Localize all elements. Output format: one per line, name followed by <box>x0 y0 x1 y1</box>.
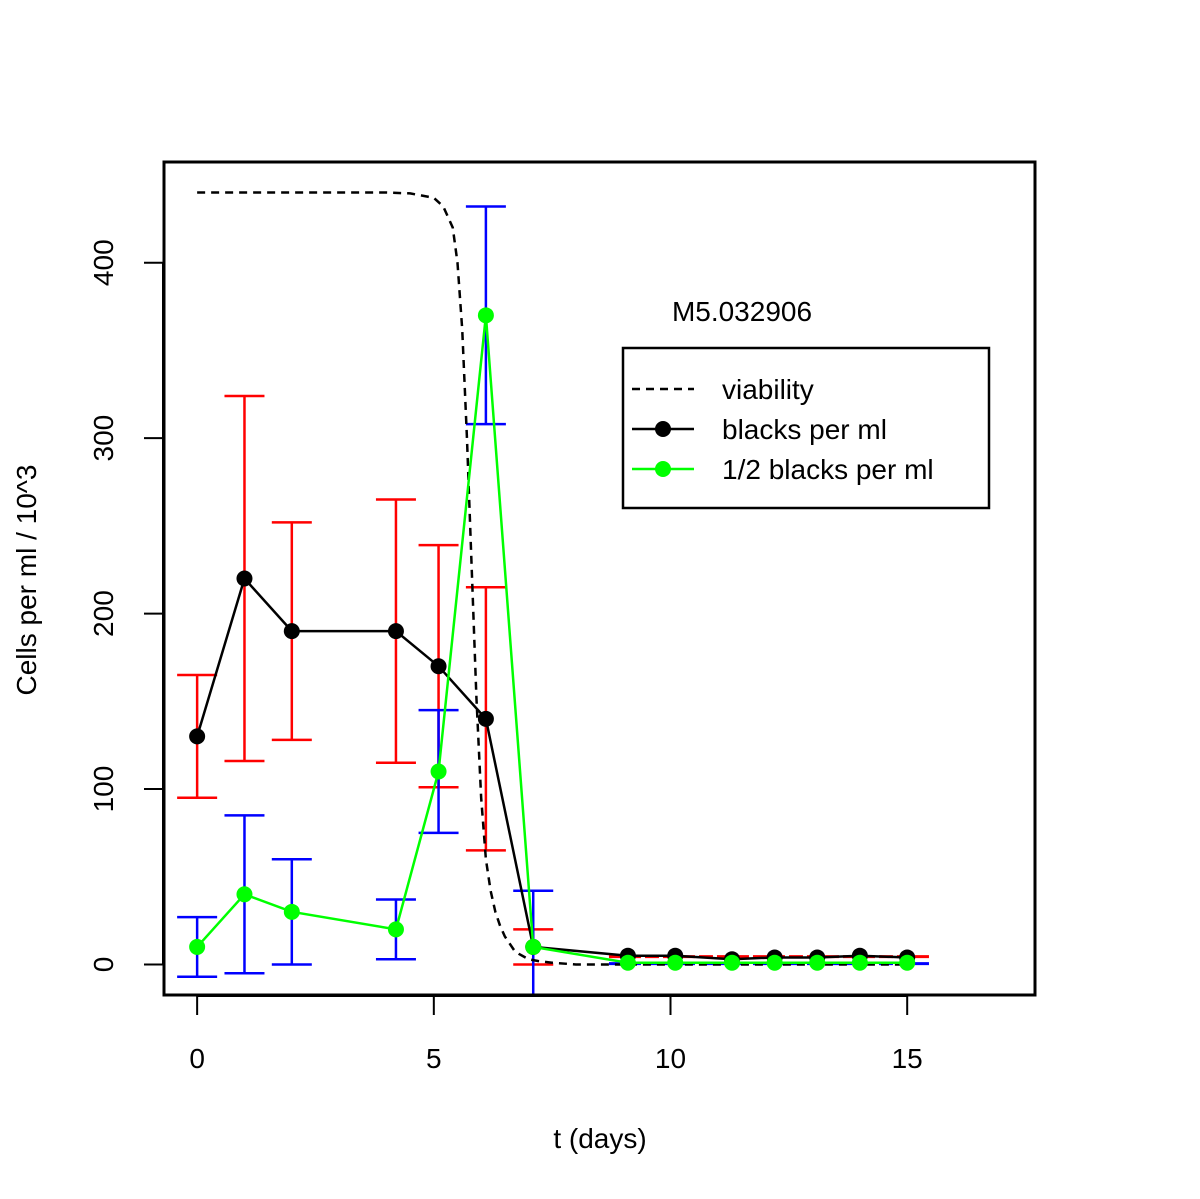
half-blacks-point <box>766 954 783 971</box>
half-blacks-point <box>477 307 494 324</box>
y-tick-label: 0 <box>88 957 119 973</box>
half-blacks-point <box>236 886 253 903</box>
legend-blacks-label: blacks per ml <box>722 414 887 445</box>
legend-half-blacks-label: 1/2 blacks per ml <box>722 454 934 485</box>
legend-blacks-marker <box>655 421 671 437</box>
blacks-point <box>189 728 206 745</box>
blacks-point <box>387 623 404 640</box>
y-tick-label: 400 <box>88 239 119 286</box>
half-blacks-point <box>899 954 916 971</box>
y-tick-label: 300 <box>88 415 119 462</box>
axes-layer: 0 5 10 15 0 100 200 300 400 <box>88 239 923 1074</box>
half-blacks-point <box>619 954 636 971</box>
x-tick-label: 10 <box>655 1043 686 1074</box>
y-tick-label: 100 <box>88 766 119 813</box>
chart-title: M5.032906 <box>672 296 812 327</box>
series-layer <box>177 191 931 995</box>
plot-frame <box>162 160 1037 997</box>
blacks-line <box>195 576 908 961</box>
y-axis-label: Cells per ml / 10^3 <box>11 465 42 696</box>
y-tick-label: 200 <box>88 590 119 637</box>
half-blacks-point <box>430 763 447 780</box>
x-tick-label: 15 <box>892 1043 923 1074</box>
blacks-point <box>430 658 447 675</box>
x-axis-label: t (days) <box>553 1123 646 1154</box>
x-tick-label: 0 <box>189 1043 205 1074</box>
blacks-point <box>477 710 494 727</box>
half-blacks-point <box>724 954 741 971</box>
half-blacks-point <box>667 954 684 971</box>
half-blacks-point <box>283 903 300 920</box>
viability-line <box>197 191 908 966</box>
half-blacks-point <box>387 921 404 938</box>
legend: viability blacks per ml 1/2 blacks per ml <box>621 346 991 510</box>
half-blacks-point <box>525 938 542 955</box>
blacks-point <box>283 623 300 640</box>
x-tick-label: 5 <box>426 1043 442 1074</box>
half-blacks-point <box>189 938 206 955</box>
legend-viability-label: viability <box>722 374 814 405</box>
half-blacks-point <box>851 954 868 971</box>
blacks-point <box>236 570 253 587</box>
half-blacks-point <box>809 954 826 971</box>
legend-half-blacks-marker <box>655 461 671 477</box>
